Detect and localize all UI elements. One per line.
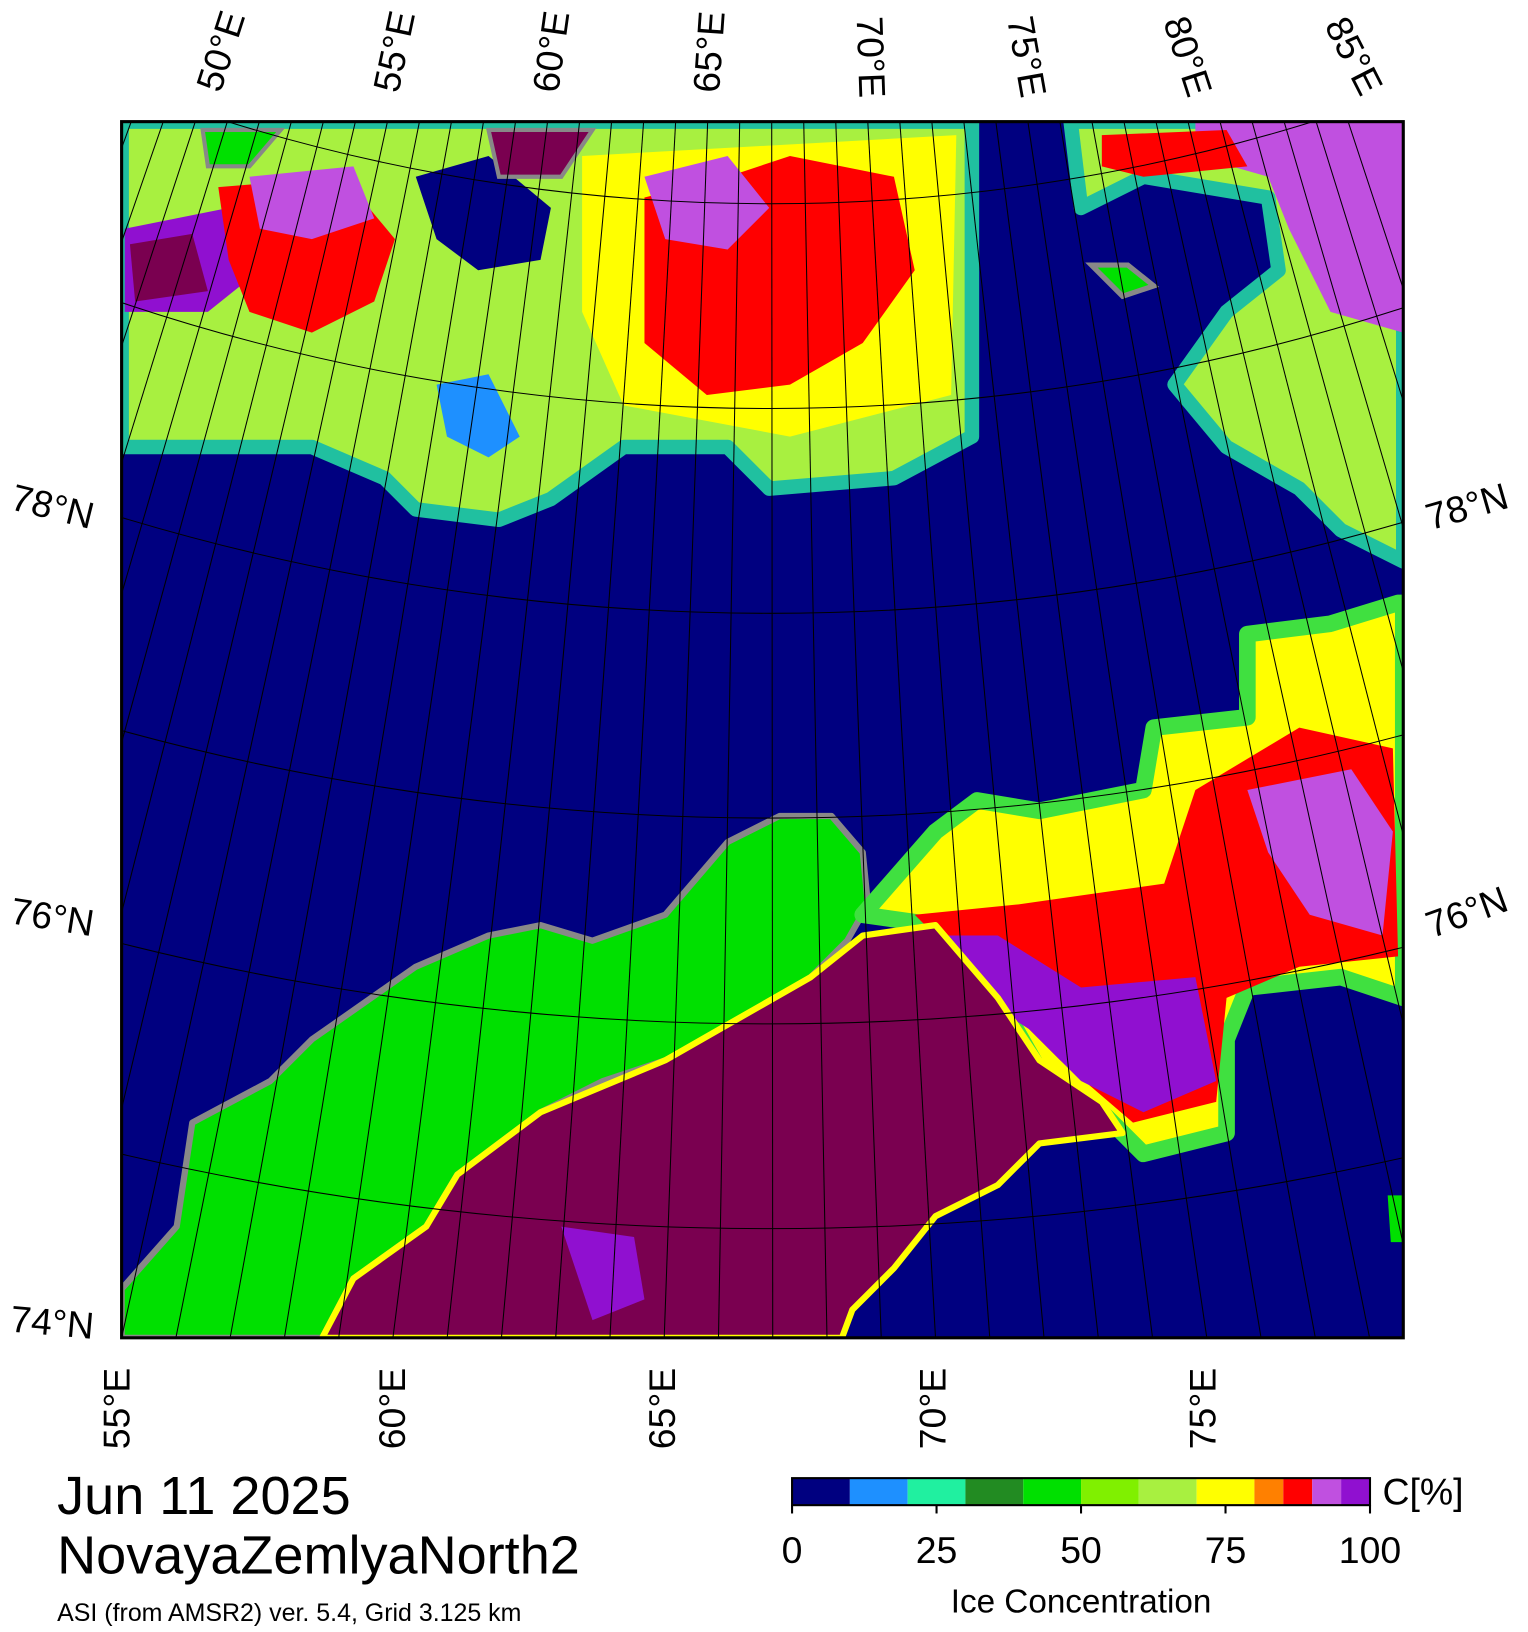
meridian [867,121,937,1338]
ice-core [129,233,208,302]
colorbar-label: Ice Concentration [951,1584,1212,1621]
ice-core [249,166,375,240]
ice-core [561,1226,645,1321]
lon-label: 85°E [1317,10,1391,102]
lon-label: 75°E [999,13,1055,101]
colorbar-segment [792,1478,850,1506]
water-hole [415,155,551,271]
meridian [338,121,517,1338]
meridian [555,121,645,1338]
meridian [1059,121,1262,1338]
date: Jun 11 2025 [57,1466,351,1526]
lon-label: 55°E [365,7,423,95]
ice-core [1195,121,1404,333]
colorbar-segment [1341,1478,1371,1506]
land [485,127,597,179]
lon-label: 70°E [911,1368,953,1450]
meridian [717,121,741,1338]
colorbar-segment [1138,1478,1197,1506]
region-name: NovayaZemlyaNorth2 [57,1525,580,1585]
meridian [1219,121,1404,838]
meridian [500,121,613,1338]
meridian [121,121,292,745]
colorbar-segment [1312,1478,1342,1506]
meridian [931,121,1045,1338]
colorbar-tick-label: 0 [782,1529,803,1571]
meridian [283,121,485,1338]
colorbar-segment [1254,1478,1284,1506]
lon-label: 65°E [641,1368,683,1450]
colorbar-segment [907,1478,966,1506]
colorbar-tick-label: 75 [1205,1529,1247,1571]
lat-label: 76°N [1420,878,1513,946]
ice-core [1247,769,1393,936]
lon-label: 55°E [95,1368,137,1450]
colorbar-segment [1196,1478,1255,1506]
lon-label: 60°E [524,8,577,95]
meridian [771,121,774,1338]
meridian [995,121,1154,1338]
lat-label: 78°N [7,476,98,537]
lon-label: 50°E [188,6,253,97]
meridian [1027,121,1208,1338]
colorbar-segment [1081,1478,1139,1506]
meridian [803,121,828,1338]
meridian [963,121,1099,1338]
meridian [121,121,388,1338]
ice-field [1387,1195,1404,1243]
colorbar-segment [965,1478,1024,1506]
lon-label: 75°E [1182,1368,1224,1450]
colorbar-unit: C[%] [1382,1471,1463,1513]
colorbar: 0 25 50 75 100 [782,1477,1401,1571]
meridian [1251,121,1404,674]
lon-label: 60°E [371,1368,413,1450]
meridian [835,121,882,1338]
meridian [229,121,453,1338]
colorbar-tick-label: 25 [916,1529,958,1571]
colorbar-segment [1283,1478,1313,1506]
colorbar-segment [1023,1478,1082,1506]
ice-core [1101,129,1248,177]
meridian [1155,121,1404,1247]
meridian [1123,121,1371,1338]
lon-label: 65°E [685,10,733,94]
lat-label: 76°N [8,890,97,945]
subtitle: ASI (from AMSR2) ver. 5.4, Grid 3.125 km [57,1599,521,1627]
meridian [663,121,709,1338]
meridian [609,121,677,1338]
meridian [446,121,581,1338]
map-frame [120,120,1405,1340]
meridian [121,121,356,1111]
meridian [175,121,420,1338]
colorbar-segment [849,1478,908,1506]
meridian [1091,121,1316,1338]
meridian [1187,121,1404,1027]
lon-label: 70°E [849,16,894,99]
colorbar-tick-label: 100 [1339,1529,1401,1571]
water-hole [436,374,520,458]
lat-label: 78°N [1421,475,1513,538]
meridian [899,121,991,1338]
meridian [121,121,324,915]
lon-label: 80°E [1155,11,1220,102]
land [1085,262,1160,300]
colorbar-tick-label: 50 [1060,1529,1102,1571]
lat-label: 74°N [9,1298,96,1347]
